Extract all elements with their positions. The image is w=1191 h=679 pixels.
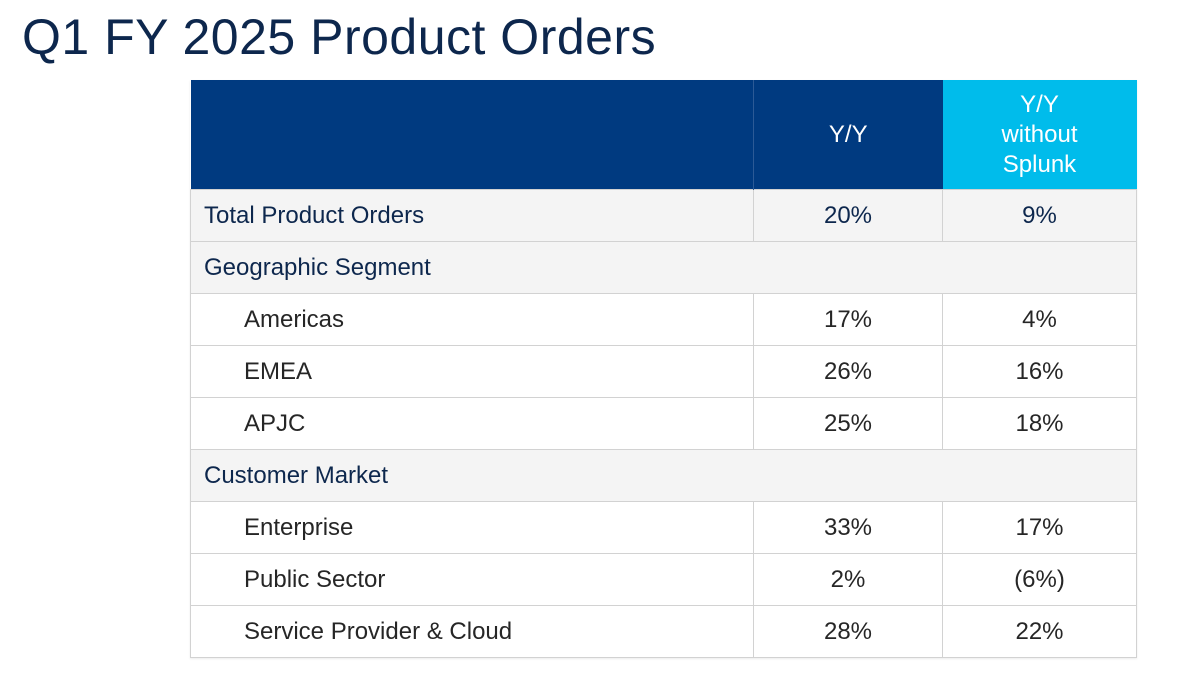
section-label: Customer Market bbox=[190, 449, 1137, 502]
row-label: EMEA bbox=[190, 345, 754, 398]
yy-without-splunk-value: 9% bbox=[942, 189, 1137, 242]
table-row: APJC 25% 18% bbox=[190, 397, 1137, 450]
table-row-total: Total Product Orders 20% 9% bbox=[190, 189, 1137, 242]
header-line-3: Splunk bbox=[1002, 150, 1077, 178]
section-label: Geographic Segment bbox=[190, 241, 1137, 294]
table-row: Americas 17% 4% bbox=[190, 293, 1137, 346]
page-title: Q1 FY 2025 Product Orders bbox=[22, 9, 657, 65]
yy-value: 25% bbox=[753, 397, 943, 450]
header-blank bbox=[190, 80, 754, 190]
row-label: Public Sector bbox=[190, 553, 754, 606]
row-label: Service Provider & Cloud bbox=[190, 605, 754, 658]
section-row-geographic: Geographic Segment bbox=[190, 241, 1137, 294]
yy-without-splunk-value: 22% bbox=[942, 605, 1137, 658]
header-yy: Y/Y bbox=[753, 80, 943, 190]
header-line-1: Y/Y bbox=[1020, 90, 1059, 118]
table-row: Service Provider & Cloud 28% 22% bbox=[190, 605, 1137, 658]
table-row: EMEA 26% 16% bbox=[190, 345, 1137, 398]
section-row-customer-market: Customer Market bbox=[190, 449, 1137, 502]
table-row: Public Sector 2% (6%) bbox=[190, 553, 1137, 606]
header-line-2: without bbox=[1001, 120, 1078, 148]
table-row: Enterprise 33% 17% bbox=[190, 501, 1137, 554]
yy-value: 2% bbox=[753, 553, 943, 606]
row-label: Americas bbox=[190, 293, 754, 346]
yy-value: 20% bbox=[753, 189, 943, 242]
orders-table: Y/Y Y/Y without Splunk Total Product Ord… bbox=[190, 80, 1137, 658]
yy-value: 17% bbox=[753, 293, 943, 346]
yy-value: 26% bbox=[753, 345, 943, 398]
row-label: APJC bbox=[190, 397, 754, 450]
table-header-row: Y/Y Y/Y without Splunk bbox=[190, 80, 1137, 190]
yy-without-splunk-value: 16% bbox=[942, 345, 1137, 398]
row-label: Total Product Orders bbox=[190, 189, 754, 242]
yy-without-splunk-value: 4% bbox=[942, 293, 1137, 346]
row-label: Enterprise bbox=[190, 501, 754, 554]
yy-value: 28% bbox=[753, 605, 943, 658]
header-yy-without-splunk: Y/Y without Splunk bbox=[942, 80, 1137, 190]
yy-without-splunk-value: 17% bbox=[942, 501, 1137, 554]
yy-without-splunk-value: 18% bbox=[942, 397, 1137, 450]
yy-value: 33% bbox=[753, 501, 943, 554]
yy-without-splunk-value: (6%) bbox=[942, 553, 1137, 606]
